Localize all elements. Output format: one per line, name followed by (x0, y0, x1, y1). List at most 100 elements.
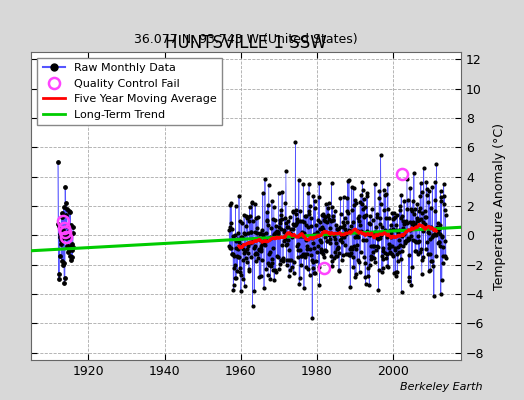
Point (308, 257, 316, 263)
Point (267, 225, 276, 231)
Point (306, 202, 314, 209)
Point (306, 246, 314, 252)
Point (247, 200, 256, 206)
Text: 36.077 N, 93.743 W (United States): 36.077 N, 93.743 W (United States) (135, 33, 358, 46)
Point (67, 257, 75, 264)
Point (356, 198, 364, 205)
Point (359, 196, 368, 202)
Point (56, 234, 64, 240)
Point (281, 235, 289, 242)
Point (233, 236, 241, 243)
Point (275, 220, 283, 226)
Point (353, 215, 362, 222)
Point (407, 206, 415, 213)
Point (403, 176, 411, 182)
Point (322, 230, 330, 236)
Point (438, 233, 446, 240)
Point (302, 212, 310, 219)
Point (363, 192, 371, 199)
Point (311, 204, 320, 211)
Point (430, 227, 439, 233)
Point (237, 234, 246, 240)
Point (406, 219, 414, 225)
Point (361, 213, 369, 220)
Point (325, 232, 333, 238)
Point (328, 263, 336, 269)
Point (363, 228, 371, 234)
Point (375, 195, 383, 202)
Point (339, 224, 347, 230)
Point (356, 249, 365, 256)
Point (263, 208, 271, 215)
Point (412, 214, 421, 221)
Point (301, 237, 310, 244)
Point (301, 213, 309, 220)
Point (250, 236, 258, 242)
Point (244, 243, 253, 249)
Point (277, 226, 286, 232)
Point (386, 249, 395, 256)
Point (234, 230, 242, 236)
Point (330, 232, 338, 239)
Point (252, 258, 260, 264)
Point (317, 238, 325, 245)
Point (293, 243, 301, 249)
Point (294, 247, 302, 253)
Point (258, 190, 267, 196)
Point (439, 244, 447, 250)
Point (303, 250, 312, 257)
Point (294, 177, 303, 183)
Point (426, 267, 434, 273)
Point (275, 190, 283, 196)
Point (337, 232, 345, 239)
Point (370, 255, 378, 262)
Point (244, 214, 252, 220)
Point (380, 229, 389, 235)
Point (316, 218, 324, 225)
Point (424, 229, 432, 235)
Point (252, 215, 260, 221)
Point (391, 247, 399, 254)
Point (290, 269, 298, 276)
Point (435, 226, 443, 232)
Point (304, 266, 313, 272)
Point (260, 236, 269, 242)
Point (320, 217, 328, 224)
Point (420, 223, 429, 230)
Point (292, 206, 300, 213)
Point (314, 194, 323, 200)
Point (393, 269, 401, 276)
Point (333, 252, 341, 259)
Point (347, 227, 355, 234)
Point (372, 232, 380, 238)
Point (384, 181, 392, 187)
Point (391, 268, 400, 275)
Point (409, 211, 418, 217)
Point (234, 254, 242, 260)
Point (324, 212, 332, 218)
Point (252, 251, 260, 257)
Point (239, 276, 247, 282)
Point (423, 250, 432, 257)
Point (366, 220, 375, 227)
Point (399, 218, 407, 225)
Point (272, 230, 281, 236)
Point (69, 244, 77, 250)
Point (398, 232, 407, 239)
Point (268, 244, 277, 251)
Point (421, 214, 429, 220)
Point (435, 238, 443, 245)
Point (383, 250, 391, 257)
Point (307, 223, 315, 229)
Point (343, 195, 351, 202)
Point (364, 231, 373, 238)
Point (420, 165, 428, 172)
Point (429, 232, 437, 238)
Point (353, 242, 362, 248)
Point (328, 258, 336, 264)
Point (63, 223, 71, 230)
Point (68, 254, 76, 261)
Point (61, 212, 70, 218)
Point (283, 224, 291, 230)
Point (413, 200, 422, 207)
